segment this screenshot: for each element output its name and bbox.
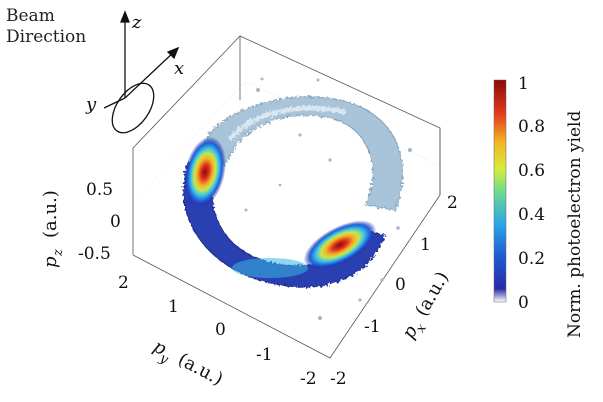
ring-isosurface: [182, 96, 404, 288]
py-tick--2: -2: [300, 369, 317, 389]
beam-direction-label: Beam Direction: [6, 6, 86, 48]
py-ticks: 2 1 0 -1 -2: [118, 273, 317, 389]
ring-back-surface: [199, 96, 404, 211]
colorbar: [493, 79, 507, 303]
colorbar-ticks: 0 0.2 0.4 0.6 0.8 1: [518, 74, 545, 313]
px-tick--1: -1: [364, 317, 381, 337]
ring-front-glow: [232, 258, 308, 278]
hotspots: [184, 136, 377, 278]
py-label-unit: (a.u.): [174, 349, 226, 390]
beam-axis-y-label: y: [85, 94, 97, 115]
noise-speckles: [244, 77, 412, 320]
beam-polarization-ellipse: [111, 82, 155, 134]
px-tick-2: 2: [447, 193, 458, 213]
pz-ticks: 0.5 0 -0.5: [78, 180, 121, 264]
ring-back-highlight: [227, 105, 346, 142]
box-floor-front-right: [329, 194, 441, 359]
beam-axis-x-label: x: [174, 58, 184, 79]
pz-tick--0.5: -0.5: [78, 244, 111, 264]
cb-tick-0.4: 0.4: [518, 205, 545, 225]
cb-tick-0.2: 0.2: [518, 249, 545, 269]
py-tick--1: -1: [256, 345, 273, 365]
px-tick-0: 0: [395, 275, 406, 295]
hotspot-lower-right: [303, 220, 377, 270]
pz-label-sub: z: [51, 249, 66, 257]
beam-axis-y: [103, 97, 126, 109]
py-tick-2: 2: [118, 273, 129, 293]
px-ticks: -2 -1 0 1 2: [330, 193, 458, 389]
px-label-unit: (a.u.): [411, 268, 453, 320]
cb-tick-1: 1: [518, 74, 529, 94]
py-label: p y (a.u.): [150, 336, 227, 390]
py-tick-1: 1: [168, 297, 179, 317]
box-grid: [139, 81, 441, 196]
beam-inset: [103, 10, 180, 134]
beam-label-line2: Direction: [6, 27, 87, 47]
ring-front-floor: [182, 161, 386, 288]
pz-tick-0: 0: [110, 212, 121, 232]
pz-label: p z (a.u.): [40, 190, 66, 268]
py-tick-0: 0: [215, 320, 226, 340]
px-tick--2: -2: [330, 369, 347, 389]
box-floor-front-left: [132, 254, 331, 359]
beam-axis-z-label: z: [131, 12, 142, 33]
cb-tick-0.6: 0.6: [518, 161, 545, 181]
cb-tick-0: 0: [518, 293, 529, 313]
cb-tick-0.8: 0.8: [518, 117, 545, 137]
px-label: p x (a.u.): [398, 268, 453, 342]
beam-label-line1: Beam: [6, 6, 55, 26]
hotspot-upper-left: [184, 136, 226, 208]
beam-axis-x: [124, 49, 177, 99]
pz-label-main: p: [40, 256, 61, 268]
px-tick-1: 1: [420, 235, 431, 255]
axes-box: [132, 35, 441, 359]
pz-tick-0.5: 0.5: [86, 180, 113, 200]
colorbar-label: Norm. photoelectron yield: [565, 111, 585, 338]
pz-label-unit: (a.u.): [40, 190, 61, 238]
